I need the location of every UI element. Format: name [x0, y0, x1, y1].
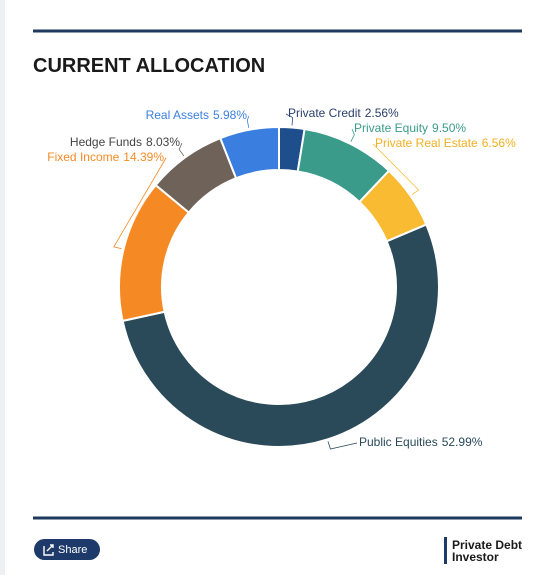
slice-name: Hedge Funds [70, 135, 142, 149]
leader-line [372, 143, 420, 195]
share-button[interactable]: Share [34, 539, 100, 560]
slice-label: Public Equities 52.99% [359, 435, 483, 449]
left-edge [0, 0, 5, 575]
leader-line [246, 115, 250, 128]
slice-value: 5.98% [213, 108, 247, 122]
slice-value: 9.50% [432, 121, 466, 135]
slice-value: 8.03% [146, 135, 180, 149]
leader-line [327, 441, 358, 450]
slice-label: Fixed Income 14.39% [47, 150, 164, 164]
slice-label: Private Equity 9.50% [354, 121, 466, 135]
slice-value: 52.99% [442, 435, 483, 449]
share-label: Share [58, 544, 87, 556]
slice-name: Private Credit [288, 106, 361, 120]
leader-line [113, 157, 167, 250]
slice-label: Private Real Estate 6.56% [375, 136, 516, 150]
donut: Private Credit 2.56%Private Equity 9.50%Pr… [47, 106, 516, 450]
slice-name: Private Real Estate [375, 136, 478, 150]
share-icon [43, 544, 54, 556]
leader-line [285, 113, 294, 126]
chart-title: CURRENT ALLOCATION [33, 55, 265, 77]
leader-line [178, 142, 185, 157]
donut-slice [118, 183, 191, 323]
slice-name: Private Equity [354, 121, 428, 135]
slice-value: 2.56% [365, 106, 399, 120]
slice-name: Fixed Income [47, 150, 119, 164]
logo-line: Private Debt [452, 538, 522, 552]
leader-line [350, 128, 355, 142]
slice-name: Public Equities [359, 435, 438, 449]
slice-label: Real Assets 5.98% [146, 108, 248, 122]
logo-bar [444, 537, 447, 564]
slice-value: 14.39% [123, 150, 164, 164]
slice-name: Real Assets [146, 108, 209, 122]
donut-slice [218, 125, 280, 180]
donut-slice [121, 223, 440, 448]
slice-label: Hedge Funds 8.03% [70, 135, 180, 149]
slice-label: Private Credit 2.56% [288, 106, 399, 120]
slice-value: 6.56% [482, 136, 516, 150]
logo-line: Investor [452, 550, 499, 564]
